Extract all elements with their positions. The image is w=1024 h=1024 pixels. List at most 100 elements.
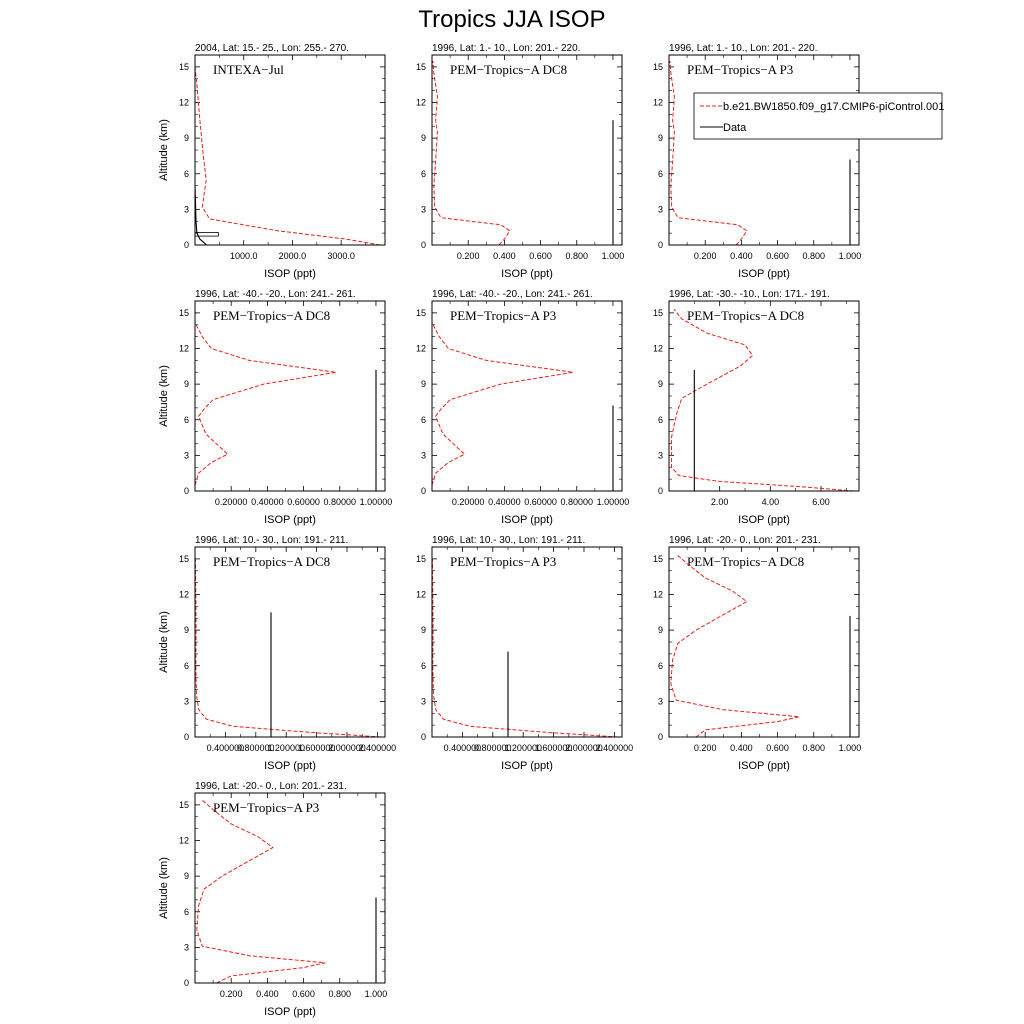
panel-10: 1996, Lat: -20.- 0., Lon: 201.- 231. PEM−… bbox=[158, 781, 387, 1018]
y-tick-label: 9 bbox=[658, 133, 663, 143]
panel-7: 1996, Lat: 10.- 30., Lon: 191.- 211. PEM−… bbox=[158, 535, 396, 772]
y-tick-label: 0 bbox=[184, 240, 189, 250]
y-tick-label: 12 bbox=[179, 590, 189, 600]
panel-title: 1996, Lat: -20.- 0., Lon: 201.- 231. bbox=[669, 535, 821, 546]
x-tick-label: 0.40000 bbox=[488, 497, 521, 507]
x-tick-label: 0.800 bbox=[328, 989, 351, 999]
panel-9: 1996, Lat: -20.- 0., Lon: 201.- 231. PEM−… bbox=[653, 535, 861, 772]
panel-title: 1996, Lat: -40.- -20., Lon: 241.- 261. bbox=[195, 289, 356, 300]
y-axis-label: Altitude (km) bbox=[158, 119, 170, 181]
y-tick-label: 0 bbox=[421, 486, 426, 496]
x-tick-label: 0.80000 bbox=[323, 497, 356, 507]
x-tick-label: 1.600000 bbox=[535, 743, 573, 753]
campaign-label: PEM−Tropics−A P3 bbox=[687, 62, 793, 77]
y-tick-label: 9 bbox=[421, 379, 426, 389]
x-tick-label: 0.800 bbox=[802, 251, 825, 261]
y-tick-label: 3 bbox=[421, 696, 426, 706]
y-axis-label: Altitude (km) bbox=[158, 365, 170, 427]
y-axis-label: Altitude (km) bbox=[158, 611, 170, 673]
y-tick-label: 6 bbox=[421, 661, 426, 671]
plot-frame bbox=[431, 300, 623, 492]
x-tick-label: 0.800 bbox=[802, 743, 825, 753]
x-tick-label: 0.40000 bbox=[251, 497, 284, 507]
y-tick-label: 6 bbox=[421, 415, 426, 425]
y-tick-label: 0 bbox=[421, 732, 426, 742]
y-tick-label: 3 bbox=[421, 450, 426, 460]
y-tick-label: 12 bbox=[416, 344, 426, 354]
campaign-label: PEM−Tropics−A P3 bbox=[213, 800, 319, 815]
model-profile-line bbox=[671, 308, 854, 492]
panel-title: 2004, Lat: 15.- 25., Lon: 255.- 270. bbox=[195, 43, 349, 54]
x-tick-label: 2.000000 bbox=[328, 743, 366, 753]
x-tick-label: 1.00000 bbox=[360, 497, 393, 507]
x-tick-label: 0.20000 bbox=[215, 497, 248, 507]
y-tick-label: 6 bbox=[421, 169, 426, 179]
y-tick-label: 15 bbox=[179, 62, 189, 72]
y-tick-label: 15 bbox=[179, 800, 189, 810]
model-profile-line bbox=[670, 553, 800, 738]
plot-frame bbox=[431, 546, 623, 738]
x-axis-label: ISOP (ppt) bbox=[738, 514, 790, 526]
y-tick-label: 6 bbox=[658, 169, 663, 179]
y-tick-label: 15 bbox=[653, 308, 663, 318]
x-tick-label: 0.200 bbox=[694, 251, 717, 261]
campaign-label: PEM−Tropics−A DC8 bbox=[213, 308, 330, 323]
y-tick-label: 15 bbox=[653, 554, 663, 564]
panel-6: 1996, Lat: -30.- -10., Lon: 171.- 191. PE… bbox=[653, 289, 860, 526]
y-tick-label: 15 bbox=[653, 62, 663, 72]
x-tick-label: 0.400 bbox=[730, 251, 753, 261]
x-tick-label: 0.800000 bbox=[474, 743, 512, 753]
x-tick-label: 0.800000 bbox=[237, 743, 275, 753]
y-tick-label: 9 bbox=[184, 625, 189, 635]
panels: 2004, Lat: 15.- 25., Lon: 255.- 270. INTE… bbox=[158, 43, 861, 1018]
legend-box bbox=[693, 92, 943, 140]
y-tick-label: 12 bbox=[179, 836, 189, 846]
x-tick-label: 2.400000 bbox=[596, 743, 634, 753]
y-tick-label: 12 bbox=[179, 98, 189, 108]
x-axis-label: ISOP (ppt) bbox=[501, 760, 553, 772]
x-tick-label: 0.800 bbox=[565, 251, 588, 261]
x-tick-label: 4.00 bbox=[762, 497, 780, 507]
y-tick-label: 15 bbox=[416, 62, 426, 72]
y-tick-label: 3 bbox=[658, 204, 663, 214]
campaign-label: PEM−Tropics−A DC8 bbox=[687, 308, 804, 323]
y-tick-label: 3 bbox=[184, 204, 189, 214]
y-tick-label: 9 bbox=[658, 379, 663, 389]
model-profile-line bbox=[194, 66, 381, 246]
y-tick-label: 15 bbox=[179, 308, 189, 318]
x-tick-label: 3000.0 bbox=[327, 251, 355, 261]
y-tick-label: 0 bbox=[184, 486, 189, 496]
y-tick-label: 12 bbox=[653, 590, 663, 600]
x-tick-label: 1000.0 bbox=[230, 251, 258, 261]
panel-4: 1996, Lat: -40.- -20., Lon: 241.- 261. PE… bbox=[158, 289, 392, 526]
x-tick-label: 0.200 bbox=[220, 989, 243, 999]
observation-profile-line bbox=[194, 185, 208, 246]
campaign-label: PEM−Tropics−A DC8 bbox=[687, 554, 804, 569]
panel-8: 1996, Lat: 10.- 30., Lon: 191.- 211. PEM−… bbox=[416, 535, 633, 772]
x-tick-label: 0.200 bbox=[694, 743, 717, 753]
x-tick-label: 6.00 bbox=[812, 497, 830, 507]
x-axis-label: ISOP (ppt) bbox=[501, 268, 553, 280]
y-tick-label: 6 bbox=[658, 661, 663, 671]
x-axis-label: ISOP (ppt) bbox=[264, 514, 316, 526]
panel-title: 1996, Lat: 1.- 10., Lon: 201.- 220. bbox=[432, 43, 580, 54]
x-tick-label: 1.200000 bbox=[504, 743, 542, 753]
campaign-label: PEM−Tropics−A P3 bbox=[450, 554, 556, 569]
x-tick-label: 1.000 bbox=[839, 743, 862, 753]
legend-model-label: b.e21.BW1850.f09_g17.CMIP6-piControl.001 bbox=[723, 101, 944, 113]
plot-frame bbox=[431, 54, 623, 246]
x-axis-label: ISOP (ppt) bbox=[264, 268, 316, 280]
plot-frame bbox=[194, 792, 386, 984]
y-tick-label: 9 bbox=[421, 133, 426, 143]
y-tick-label: 6 bbox=[184, 661, 189, 671]
x-tick-label: 0.400 bbox=[256, 989, 279, 999]
x-tick-label: 1.00000 bbox=[597, 497, 630, 507]
y-tick-label: 0 bbox=[184, 978, 189, 988]
panel-title: 1996, Lat: 10.- 30., Lon: 191.- 211. bbox=[195, 535, 348, 546]
y-tick-label: 0 bbox=[421, 240, 426, 250]
figure-title: Tropics JJA ISOP bbox=[418, 6, 605, 33]
plot-frame bbox=[668, 54, 860, 246]
y-tick-label: 9 bbox=[184, 379, 189, 389]
campaign-label: PEM−Tropics−A DC8 bbox=[213, 554, 330, 569]
